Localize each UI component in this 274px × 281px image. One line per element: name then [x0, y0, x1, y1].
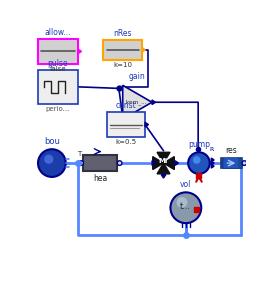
Bar: [224, 158, 238, 169]
Text: t...: t...: [180, 203, 192, 212]
Text: k=0.5: k=0.5: [115, 139, 136, 145]
Text: pump: pump: [188, 140, 210, 149]
Polygon shape: [142, 47, 145, 52]
Circle shape: [193, 156, 201, 164]
Polygon shape: [145, 122, 149, 127]
Text: k=m_...: k=m_...: [125, 99, 147, 105]
Circle shape: [188, 152, 210, 174]
Bar: [104, 40, 142, 60]
Text: pulse: pulse: [48, 59, 68, 68]
Bar: [38, 39, 78, 64]
Text: k=10: k=10: [113, 62, 132, 68]
Text: R: R: [210, 147, 214, 152]
Circle shape: [242, 161, 247, 166]
Text: vol: vol: [180, 180, 192, 189]
Polygon shape: [211, 164, 214, 168]
Polygon shape: [153, 157, 164, 169]
Circle shape: [170, 192, 201, 223]
Polygon shape: [157, 163, 170, 174]
Bar: [222, 158, 241, 169]
Polygon shape: [175, 161, 179, 166]
Bar: [221, 158, 242, 169]
Polygon shape: [211, 158, 214, 162]
Text: hea: hea: [93, 174, 107, 183]
Bar: [84, 155, 117, 171]
Circle shape: [38, 149, 66, 177]
Circle shape: [79, 161, 84, 166]
Text: res: res: [226, 146, 237, 155]
Text: allow...: allow...: [45, 28, 71, 37]
Polygon shape: [123, 85, 152, 119]
Text: nRes: nRes: [113, 29, 132, 38]
Polygon shape: [78, 49, 82, 54]
Circle shape: [44, 155, 53, 164]
Bar: [107, 112, 145, 137]
Bar: [38, 70, 78, 104]
Bar: [193, 207, 199, 212]
Polygon shape: [211, 161, 214, 165]
Text: false: false: [50, 66, 66, 72]
Polygon shape: [161, 175, 166, 178]
Text: T: T: [78, 151, 82, 157]
Text: bou: bou: [44, 137, 60, 146]
Polygon shape: [157, 152, 170, 163]
Text: const: const: [115, 101, 136, 110]
Circle shape: [117, 161, 122, 166]
Text: Mi: Mi: [159, 158, 168, 164]
Polygon shape: [152, 100, 155, 105]
Circle shape: [177, 197, 187, 208]
Polygon shape: [164, 157, 174, 169]
Bar: [196, 173, 201, 178]
Polygon shape: [152, 161, 155, 166]
Text: perio...: perio...: [46, 106, 70, 112]
Text: gain: gain: [129, 72, 146, 81]
